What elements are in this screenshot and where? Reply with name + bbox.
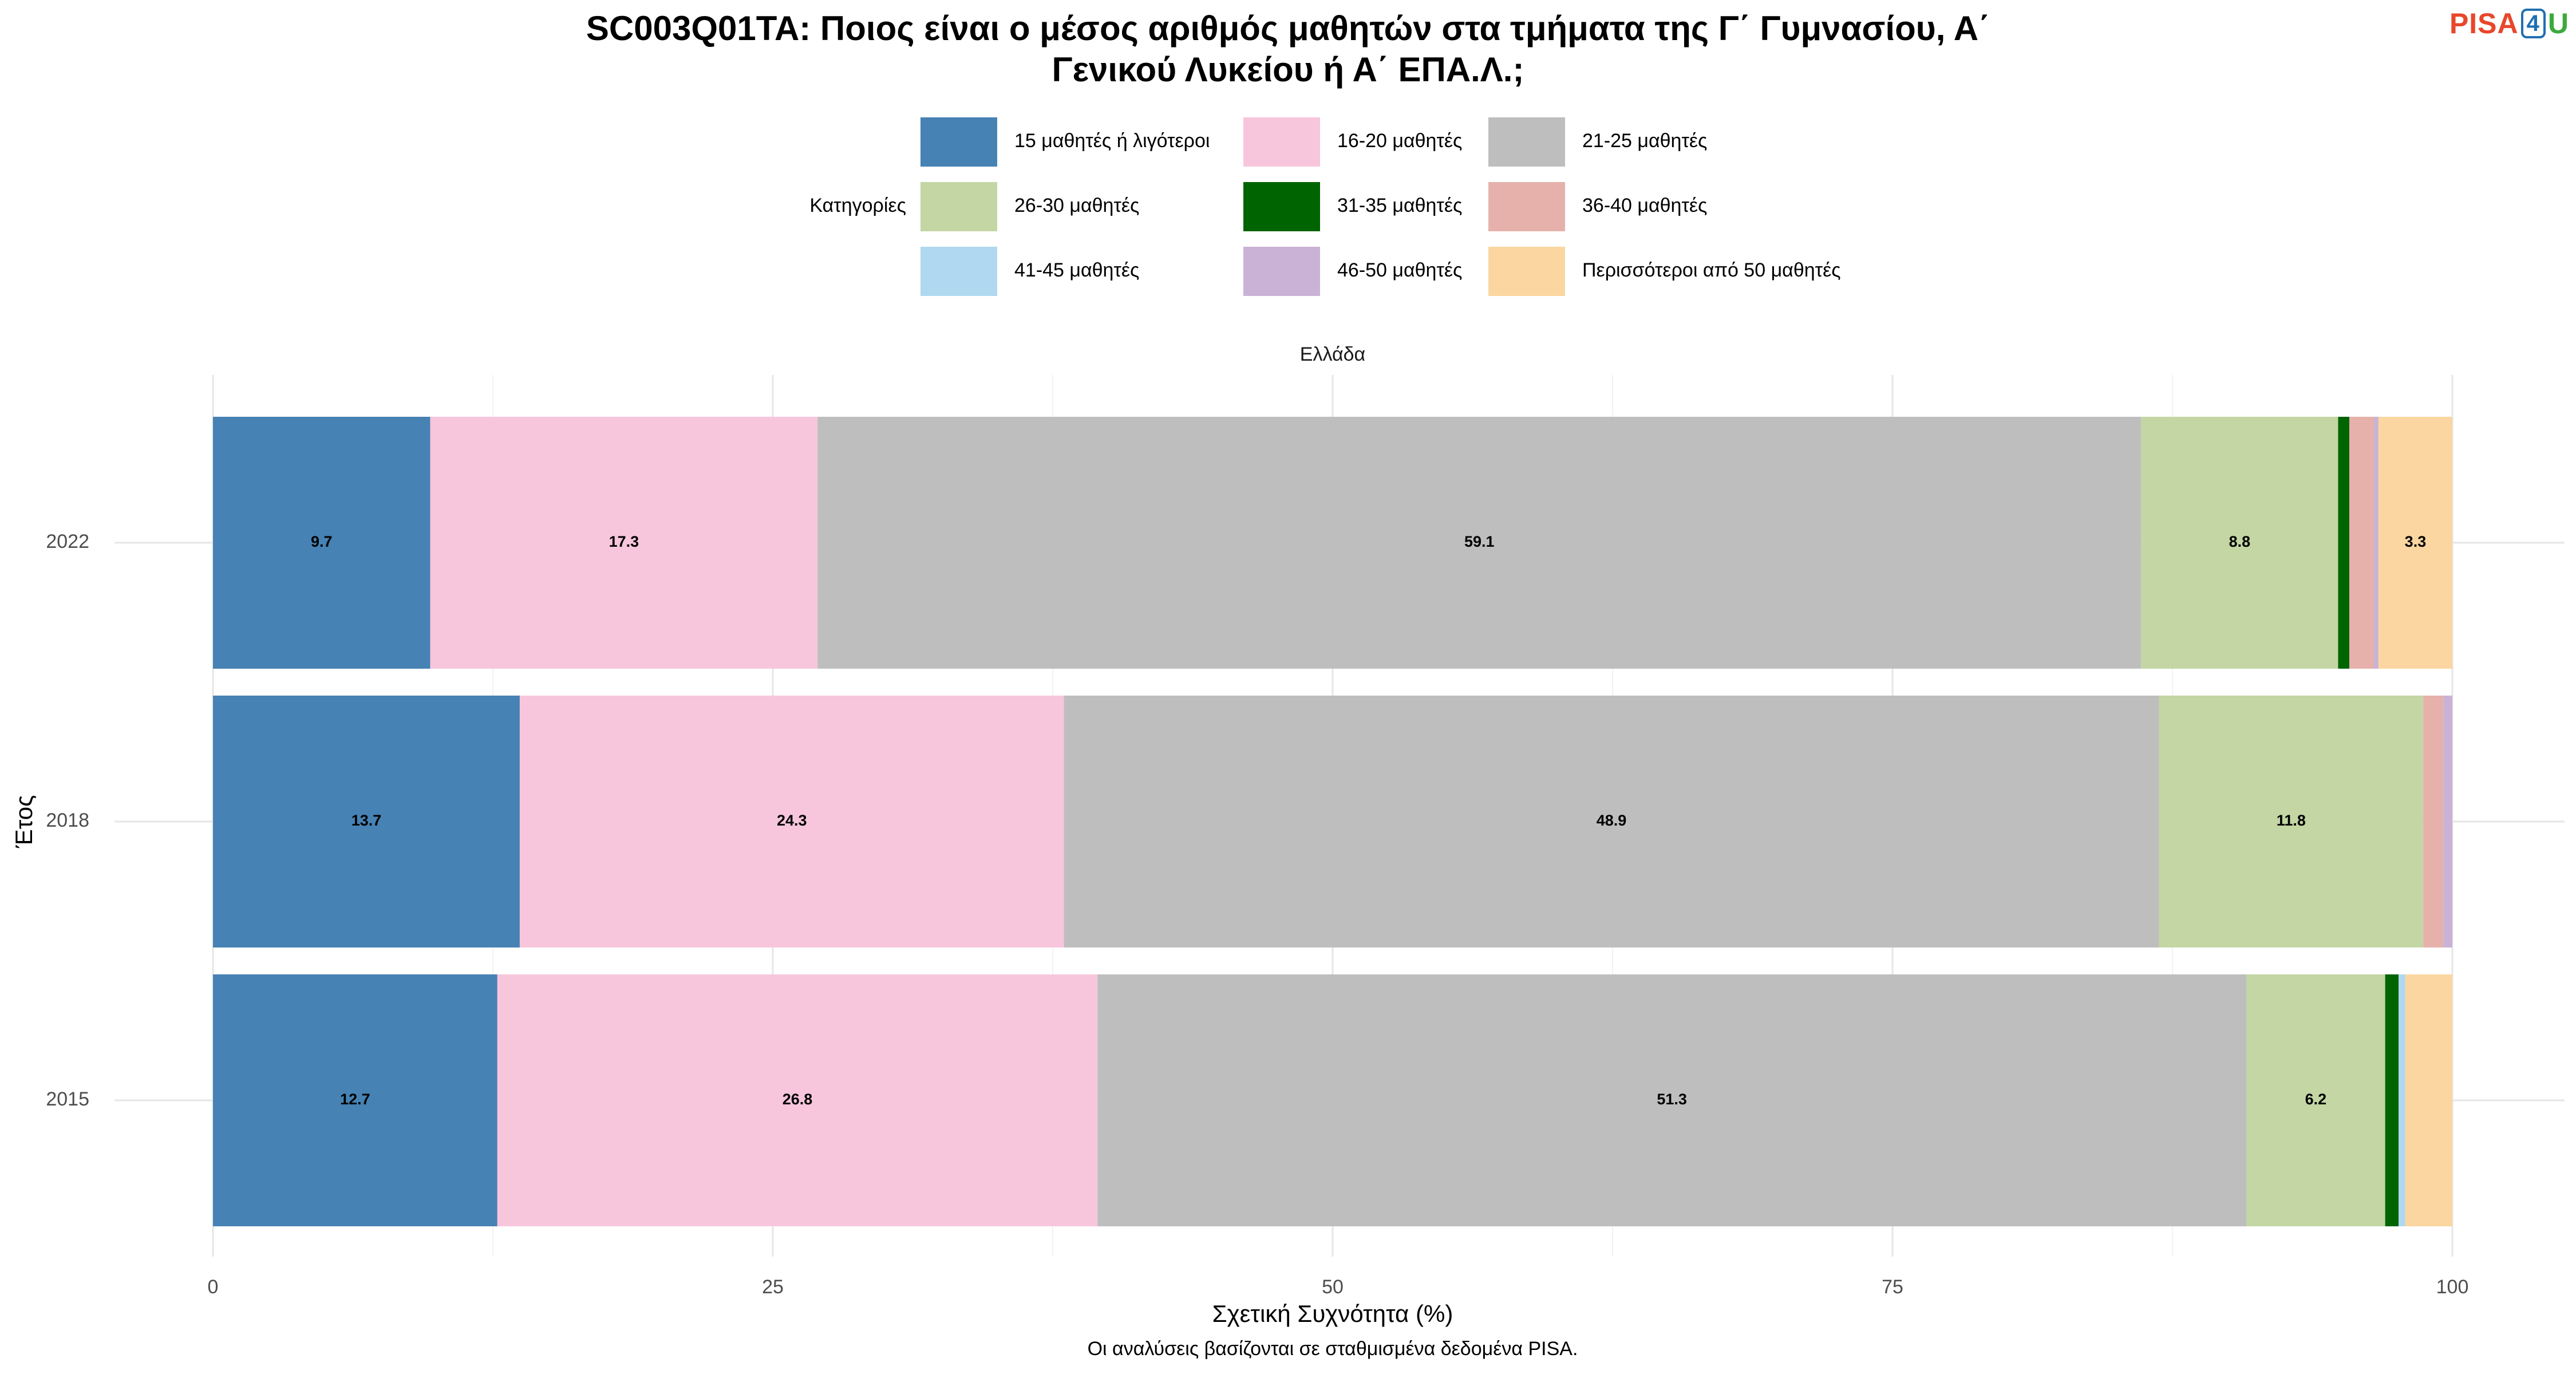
legend-label-2: 16-20 μαθητές: [1337, 130, 1462, 152]
data-label-2022-series-3: 59.1: [1464, 533, 1495, 550]
legend-key-2: [1243, 117, 1320, 167]
bar-2018-series-3: [1064, 696, 2159, 947]
legend-label-1: 15 μαθητές ή λιγότεροι: [1014, 130, 1210, 152]
legend-key-6: [1488, 182, 1565, 231]
bar-2018-series-8: [2443, 696, 2452, 947]
legend-label-9: Περισσότεροι από 50 μαθητές: [1582, 259, 1841, 281]
bar-2018-series-4: [2159, 696, 2424, 947]
data-label-2015-series-2: 26.8: [783, 1091, 813, 1108]
bar-2018-series-1: [213, 696, 520, 947]
legend-item-7: 41-45 μαθητές: [920, 247, 1139, 296]
data-label-2022-series-9: 3.3: [2405, 533, 2427, 550]
y-tick-label-2022: 2022: [46, 531, 89, 552]
bar-2015-series-1: [213, 974, 497, 1226]
legend-item-5: 31-35 μαθητές: [1243, 182, 1462, 231]
data-labels: 9.7 17.3 59.1 8.8 3.3 13.7 24.3 48.9 11.8 12.7 26.…: [311, 533, 2426, 1108]
legend-key-5: [1243, 182, 1320, 231]
data-label-2015-series-1: 12.7: [340, 1091, 370, 1108]
x-tick-label-100: 100: [2436, 1276, 2469, 1298]
legend-label-6: 36-40 μαθητές: [1582, 195, 1707, 216]
y-axis-ticks: 2022 2018 2015: [46, 531, 89, 1110]
bar-2015-series-3: [1097, 974, 2247, 1226]
x-tick-label-75: 75: [1882, 1276, 1903, 1298]
data-label-2022-series-2: 17.3: [609, 533, 639, 550]
x-tick-label-25: 25: [762, 1276, 784, 1298]
bar-2015-series-5: [2385, 974, 2399, 1226]
bar-2022-series-6: [2349, 417, 2374, 669]
data-label-2022-series-4: 8.8: [2229, 533, 2251, 550]
legend-key-4: [920, 182, 997, 231]
legend-label-3: 21-25 μαθητές: [1582, 130, 1707, 152]
y-tick-label-2018: 2018: [46, 810, 89, 831]
bars: [213, 417, 2452, 1226]
legend-label-4: 26-30 μαθητές: [1014, 195, 1139, 216]
legend-title: Κατηγορίες: [809, 195, 906, 216]
bar-2015-series-4: [2246, 974, 2385, 1226]
x-axis-ticks: 0 25 50 75 100: [208, 1276, 2469, 1298]
legend-item-2: 16-20 μαθητές: [1243, 117, 1462, 167]
y-axis-label: Έτος: [10, 795, 37, 849]
caption: Οι αναλύσεις βασίζονται σε σταθμισμένα δ…: [1088, 1338, 1578, 1360]
legend-item-4: 26-30 μαθητές: [920, 182, 1139, 231]
data-label-2015-series-3: 51.3: [1657, 1091, 1687, 1108]
bar-2022-series-5: [2338, 417, 2350, 669]
legend-label-8: 46-50 μαθητές: [1337, 259, 1462, 281]
legend-item-1: 15 μαθητές ή λιγότεροι: [920, 117, 1210, 167]
legend-item-9: Περισσότεροι από 50 μαθητές: [1488, 247, 1841, 296]
legend-label-7: 41-45 μαθητές: [1014, 259, 1139, 281]
bar-2015-series-7: [2399, 974, 2405, 1226]
x-tick-label-0: 0: [208, 1276, 219, 1298]
legend-key-3: [1488, 117, 1565, 167]
bar-2018-series-6: [2423, 696, 2444, 947]
bar-2018-series-2: [519, 696, 1064, 947]
legend-key-1: [920, 117, 997, 167]
bar-2022-series-8: [2374, 417, 2379, 669]
bar-2015-series-2: [497, 974, 1098, 1226]
chart-title-line-2: Γενικού Λυκείου ή Α΄ ΕΠΑ.Λ.;: [1052, 50, 1524, 89]
x-tick-label-50: 50: [1322, 1276, 1344, 1298]
legend: Κατηγορίες 15 μαθητές ή λιγότεροι 16-20 μ…: [809, 117, 1841, 296]
legend-label-5: 31-35 μαθητές: [1337, 195, 1462, 216]
facet-title: Ελλάδα: [1300, 344, 1365, 365]
bar-2022-series-4: [2141, 417, 2338, 669]
y-tick-label-2015: 2015: [46, 1088, 89, 1110]
bar-2022-series-3: [817, 417, 2142, 669]
legend-key-9: [1488, 247, 1565, 296]
bar-2015-series-9: [2405, 974, 2452, 1226]
data-label-2018-series-2: 24.3: [777, 812, 807, 829]
legend-key-8: [1243, 247, 1320, 296]
pisa4u-logo: PISA 4 U: [2449, 7, 2569, 40]
legend-item-6: 36-40 μαθητές: [1488, 182, 1707, 231]
data-label-2018-series-3: 48.9: [1597, 812, 1627, 829]
chart-title: SC003Q01TA: Ποιος είναι ο μέσος αριθμός …: [0, 8, 2576, 90]
bar-2022-series-2: [430, 417, 818, 669]
data-label-2022-series-1: 9.7: [311, 533, 333, 550]
data-label-2018-series-4: 11.8: [2277, 812, 2306, 829]
legend-key-7: [920, 247, 997, 296]
bar-2022-series-1: [213, 417, 430, 669]
legend-item-3: 21-25 μαθητές: [1488, 117, 1707, 167]
legend-item-8: 46-50 μαθητές: [1243, 247, 1462, 296]
data-label-2015-series-4: 6.2: [2305, 1091, 2327, 1108]
bar-2022-series-9: [2378, 417, 2452, 669]
chart-title-line-1: SC003Q01TA: Ποιος είναι ο μέσος αριθμός …: [586, 9, 1990, 48]
data-label-2018-series-1: 13.7: [351, 812, 382, 829]
x-axis-label: Σχετική Συχνότητα (%): [1212, 1300, 1453, 1327]
